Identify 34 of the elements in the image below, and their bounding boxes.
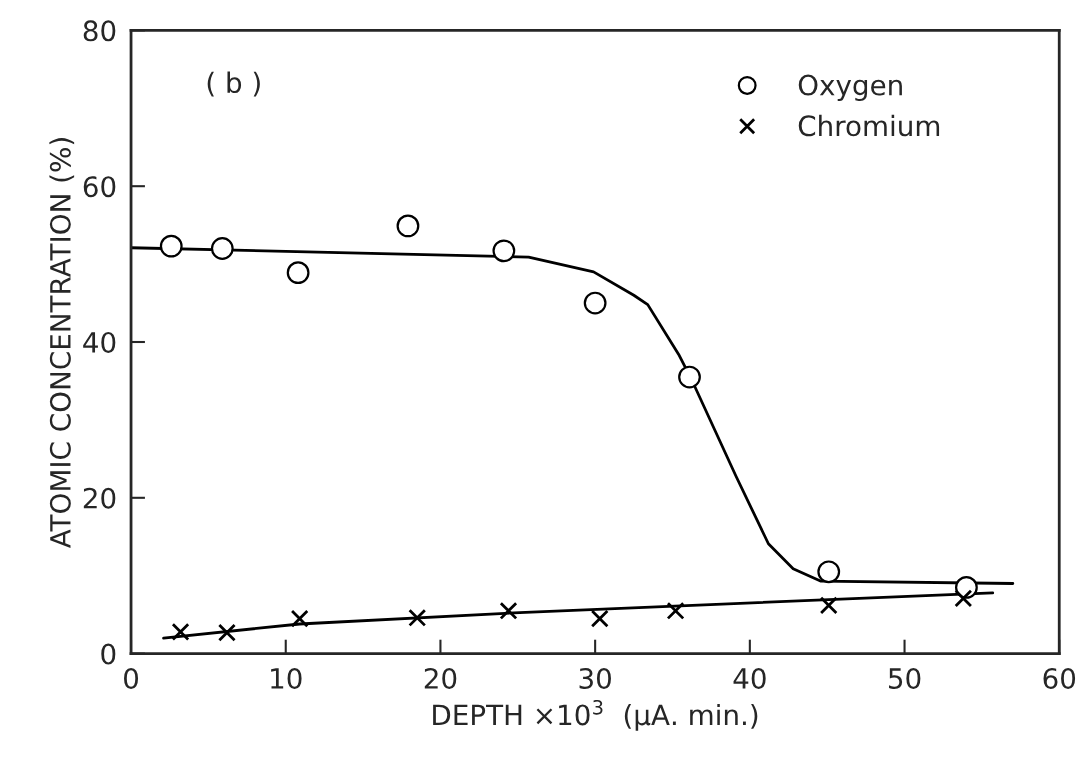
legend-label: Oxygen [798, 74, 902, 101]
y-axis-title: ATOMIC CONCENTRATION (%) [49, 138, 75, 549]
y-tick-label: 40 [83, 331, 116, 353]
point [159, 234, 183, 258]
y-tick-label: 60 [83, 176, 116, 198]
point [819, 596, 838, 615]
point [290, 609, 309, 628]
point [678, 365, 701, 389]
x-tick-label: 50 [889, 667, 921, 689]
point [583, 291, 607, 315]
x-tick-label: 10 [271, 667, 302, 689]
point [590, 609, 609, 628]
annotation: ( b ) [207, 71, 260, 97]
x-tick-label: 60 [1043, 667, 1076, 689]
point [492, 239, 516, 263]
point [171, 622, 190, 641]
x-tick-label: 40 [733, 667, 766, 689]
legend-label: Chromium [798, 114, 940, 137]
point [954, 589, 973, 608]
point [286, 261, 310, 285]
point [499, 601, 518, 620]
point [210, 237, 234, 260]
x-axis-title: DEPTH ×10$^{3}$ (μA. min.) [433, 699, 758, 731]
point [396, 214, 420, 238]
point [217, 623, 236, 642]
x-tick-label: 20 [424, 667, 457, 689]
point [666, 601, 685, 620]
y-tick-label: 0 [101, 643, 116, 665]
x-tick-label: 0 [124, 667, 139, 689]
point [408, 608, 427, 627]
y-tick-label: 20 [83, 487, 116, 509]
x-tick-label: 30 [579, 667, 611, 689]
y-tick-label: 80 [83, 20, 116, 42]
point [817, 560, 841, 584]
